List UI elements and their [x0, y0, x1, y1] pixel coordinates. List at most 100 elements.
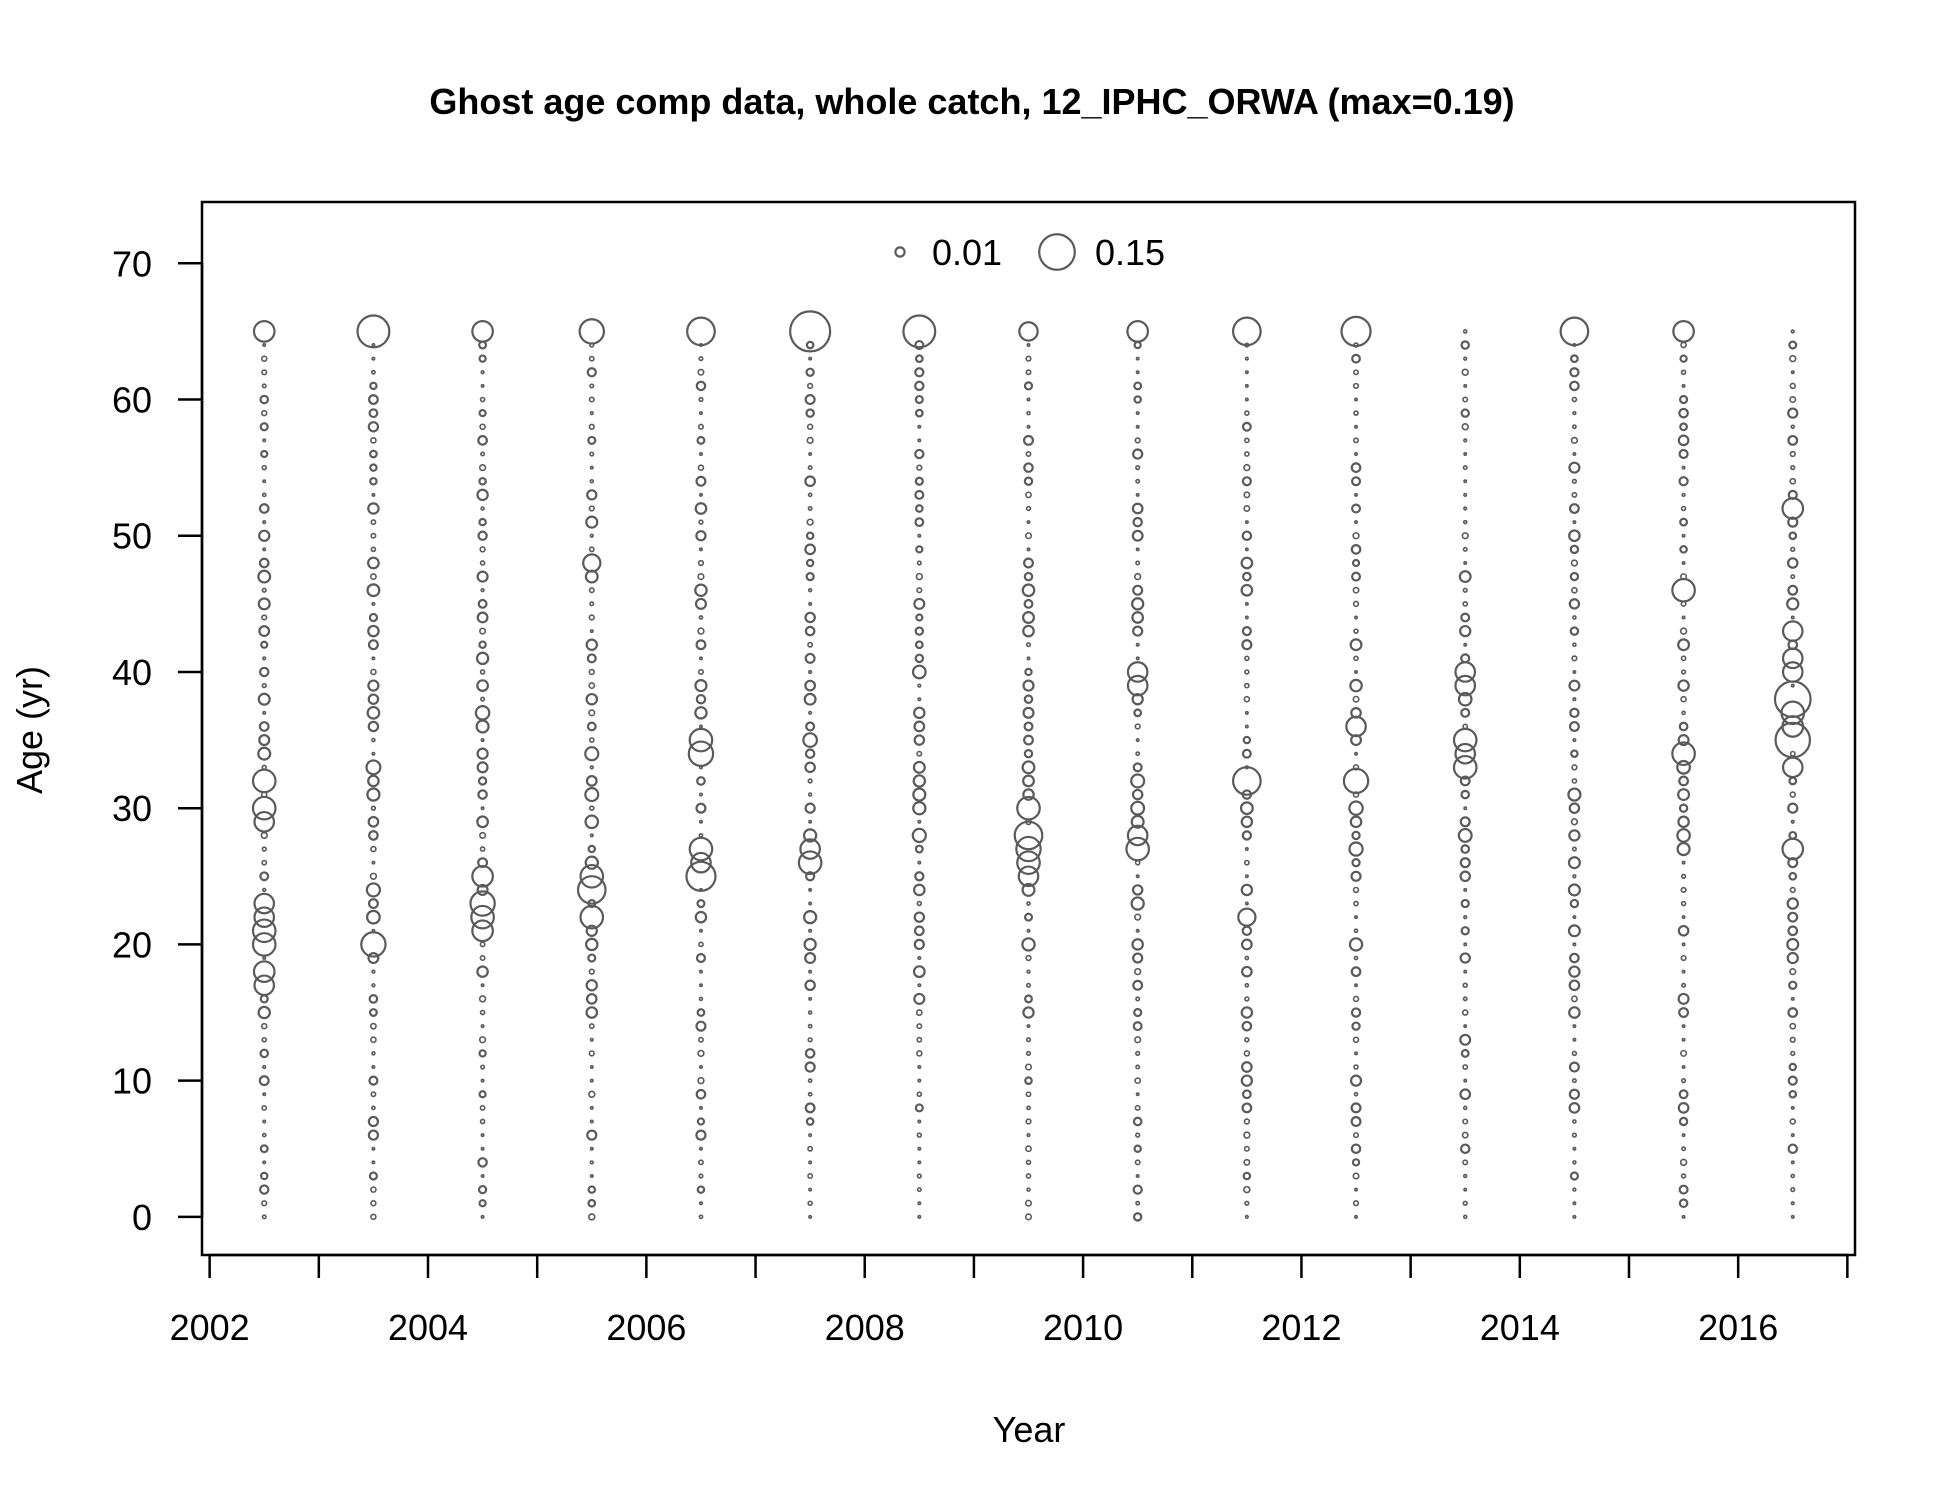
bubble — [1679, 545, 1688, 554]
bubble — [1677, 1101, 1690, 1114]
bubble — [1787, 434, 1799, 446]
bubble — [808, 601, 813, 606]
bubble — [807, 465, 813, 471]
bubble — [1681, 465, 1686, 470]
bubble — [1677, 992, 1690, 1005]
bubble — [366, 705, 381, 720]
bubble — [804, 625, 816, 637]
bubble — [1350, 870, 1362, 882]
bubble — [1460, 898, 1470, 909]
bubble — [805, 572, 815, 582]
bubble — [808, 1214, 813, 1219]
bubble — [589, 629, 594, 634]
bubble — [370, 845, 377, 853]
bubble — [1680, 954, 1687, 962]
bubble — [1790, 1186, 1796, 1193]
bubble — [1787, 516, 1799, 528]
bubble — [804, 1061, 816, 1073]
bubble — [367, 679, 380, 692]
bubble — [1569, 380, 1580, 392]
bubble — [371, 751, 376, 756]
bubble — [1130, 773, 1146, 789]
bubble — [685, 860, 717, 892]
bubble — [698, 724, 703, 729]
bubble — [807, 778, 813, 784]
bubble — [1353, 437, 1360, 444]
bubble — [807, 588, 813, 593]
bubble — [262, 887, 267, 893]
bubble — [1243, 437, 1250, 444]
bubble — [470, 904, 495, 930]
y-tick-label: 70 — [112, 243, 152, 284]
bubble — [1354, 492, 1359, 497]
bubble — [1022, 624, 1035, 638]
bubble — [695, 693, 707, 705]
bubble — [1572, 1201, 1577, 1206]
bubble — [1680, 669, 1687, 675]
bubble — [589, 833, 594, 838]
bubble — [1244, 520, 1249, 525]
bubble — [260, 355, 268, 362]
bubble — [479, 1009, 486, 1016]
bubble — [253, 892, 276, 915]
bubble — [1681, 615, 1686, 620]
bubble — [371, 601, 376, 606]
bubble — [479, 831, 487, 840]
bubble — [1243, 1185, 1251, 1194]
bubble — [258, 1075, 270, 1087]
bubble — [369, 463, 378, 472]
bubble — [368, 1008, 378, 1017]
bubble — [1680, 573, 1688, 581]
bubble — [370, 437, 377, 444]
bubble — [1353, 1132, 1360, 1139]
bubble — [1459, 1088, 1472, 1101]
bubble — [369, 381, 378, 391]
bubble — [1240, 938, 1253, 951]
bubble — [478, 517, 487, 527]
bubble — [1349, 1074, 1363, 1087]
bubble — [1135, 656, 1140, 661]
bubble — [696, 1185, 706, 1194]
bubble — [808, 819, 813, 824]
bubble — [588, 668, 595, 676]
bubble — [1135, 996, 1141, 1002]
bubble — [1790, 819, 1795, 824]
bubble — [1024, 1213, 1033, 1221]
bubble — [686, 316, 716, 347]
bubble — [1790, 424, 1796, 430]
bubble — [1568, 829, 1581, 842]
bubble — [1679, 422, 1688, 432]
bubble — [1787, 489, 1798, 500]
bubble — [1572, 738, 1577, 743]
bubble — [260, 449, 269, 459]
bubble — [1678, 1116, 1689, 1127]
bubble — [587, 435, 597, 445]
bubble — [1570, 995, 1578, 1003]
bubble — [1572, 1214, 1577, 1219]
bubble — [698, 1173, 704, 1179]
bubble — [914, 394, 924, 405]
bubble — [912, 760, 926, 774]
bubble — [808, 669, 813, 675]
bubble — [911, 664, 927, 680]
bubble — [480, 1214, 485, 1219]
bubble — [1681, 710, 1686, 716]
bubble — [1677, 924, 1690, 937]
bubble — [588, 1050, 595, 1057]
bubble — [1568, 529, 1581, 543]
bubble — [1676, 759, 1691, 775]
bubble — [370, 519, 377, 526]
bubble — [478, 995, 487, 1003]
bubble — [1352, 532, 1360, 540]
bubble — [914, 653, 925, 664]
bubble — [257, 569, 272, 584]
bubble — [917, 860, 922, 865]
bubble — [916, 1132, 923, 1138]
bubble — [1678, 407, 1689, 419]
bubble — [1459, 1143, 1471, 1155]
bubble — [698, 1065, 703, 1070]
bubble — [1232, 316, 1262, 347]
bubble — [356, 314, 391, 349]
bubble — [803, 937, 817, 952]
